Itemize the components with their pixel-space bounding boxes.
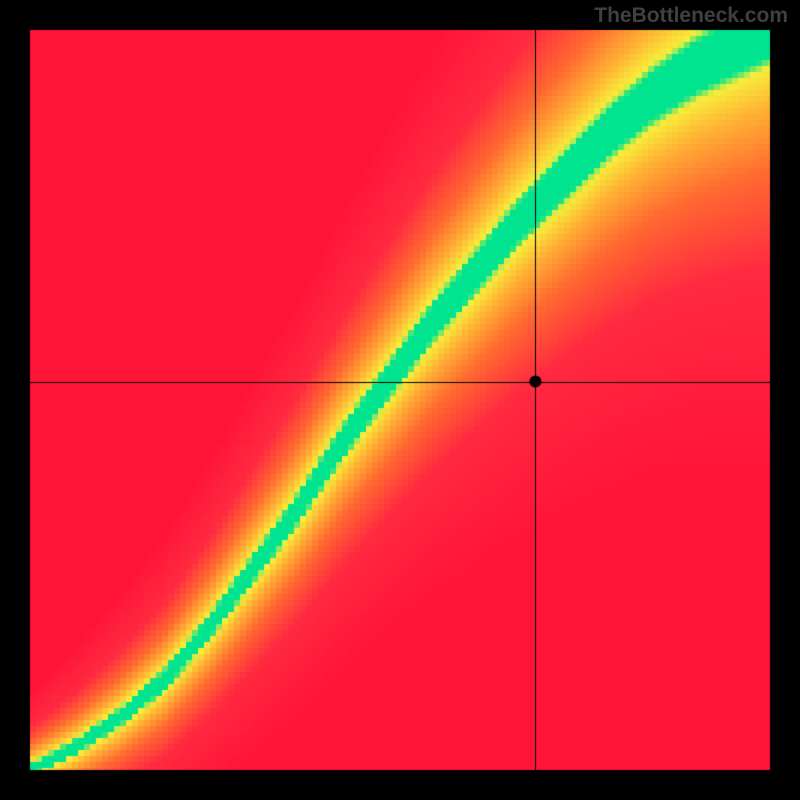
figure-container: TheBottleneck.com [0, 0, 800, 800]
bottleneck-heatmap [0, 0, 800, 800]
watermark-text: TheBottleneck.com [594, 4, 788, 28]
